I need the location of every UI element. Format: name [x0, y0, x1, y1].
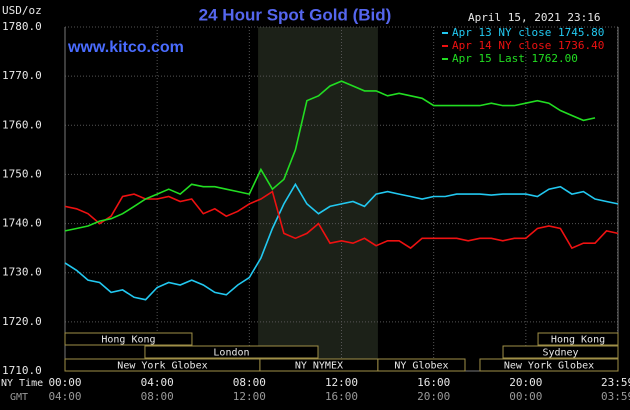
series-line [64, 182, 619, 301]
series-line [64, 80, 596, 232]
x-gmt-label: 20:00 [417, 390, 450, 403]
x-tick-label: 08:00 [233, 376, 266, 389]
legend-label: Apr 14 NY close 1736.40 [452, 39, 604, 52]
x-tick-label: 23:59 [601, 376, 630, 389]
session-label: Sydney [542, 348, 578, 359]
x-row-label: GMT [10, 392, 28, 403]
site-label: www.kitco.com [67, 39, 184, 56]
y-tick-label: 1720.0 [2, 315, 42, 328]
x-tick-label: 20:00 [509, 376, 542, 389]
x-gmt-label: 08:00 [141, 390, 174, 403]
session-bar [502, 345, 619, 359]
session-label: Hong Kong [551, 335, 605, 346]
x-gmt-label: 00:00 [509, 390, 542, 403]
y-tick-label: 1760.0 [2, 118, 42, 131]
highlight-region [258, 27, 378, 371]
session-label: New York Globex [117, 361, 207, 372]
x-tick-label: 00:00 [48, 376, 81, 389]
session-bar [537, 332, 619, 346]
x-gmt-label: 03:59 [601, 390, 630, 403]
session-label: London [213, 348, 249, 359]
x-gmt-label: 04:00 [48, 390, 81, 403]
x-tick-label: 12:00 [325, 376, 358, 389]
chart-title: 24 Hour Spot Gold (Bid) [199, 5, 392, 24]
session-label: NY Globex [394, 361, 448, 372]
y-tick-label: 1750.0 [2, 167, 42, 180]
session-bar [479, 358, 619, 372]
y-tick-label: 1710.0 [2, 364, 42, 377]
y-tick-label: 1730.0 [2, 266, 42, 279]
y-tick-label: 1770.0 [2, 69, 42, 82]
legend-label: Apr 15 Last 1762.00 [452, 52, 578, 65]
series-line [64, 190, 619, 250]
x-gmt-label: 16:00 [325, 390, 358, 403]
y-tick-label: 1780.0 [2, 20, 42, 33]
y-unit: USD/oz [2, 4, 42, 17]
timestamp: April 15, 2021 23:16 [468, 11, 600, 24]
session-bar [144, 345, 319, 359]
session-bar [377, 358, 466, 372]
x-tick-label: 04:00 [141, 376, 174, 389]
x-tick-label: 16:00 [417, 376, 450, 389]
plot-area: Hong Kong Hong Kong London Sydney New York G… [64, 26, 619, 372]
x-gmt-label: 12:00 [233, 390, 266, 403]
legend-label: Apr 13 NY close 1745.80 [452, 26, 604, 39]
session-label: Hong Kong [101, 335, 155, 346]
y-tick-label: 1740.0 [2, 217, 42, 230]
x-row-label: NY Time [1, 378, 43, 389]
session-label: NY NYMEX [295, 361, 343, 372]
session-label: New York Globex [504, 361, 594, 372]
session-bar [64, 332, 193, 346]
